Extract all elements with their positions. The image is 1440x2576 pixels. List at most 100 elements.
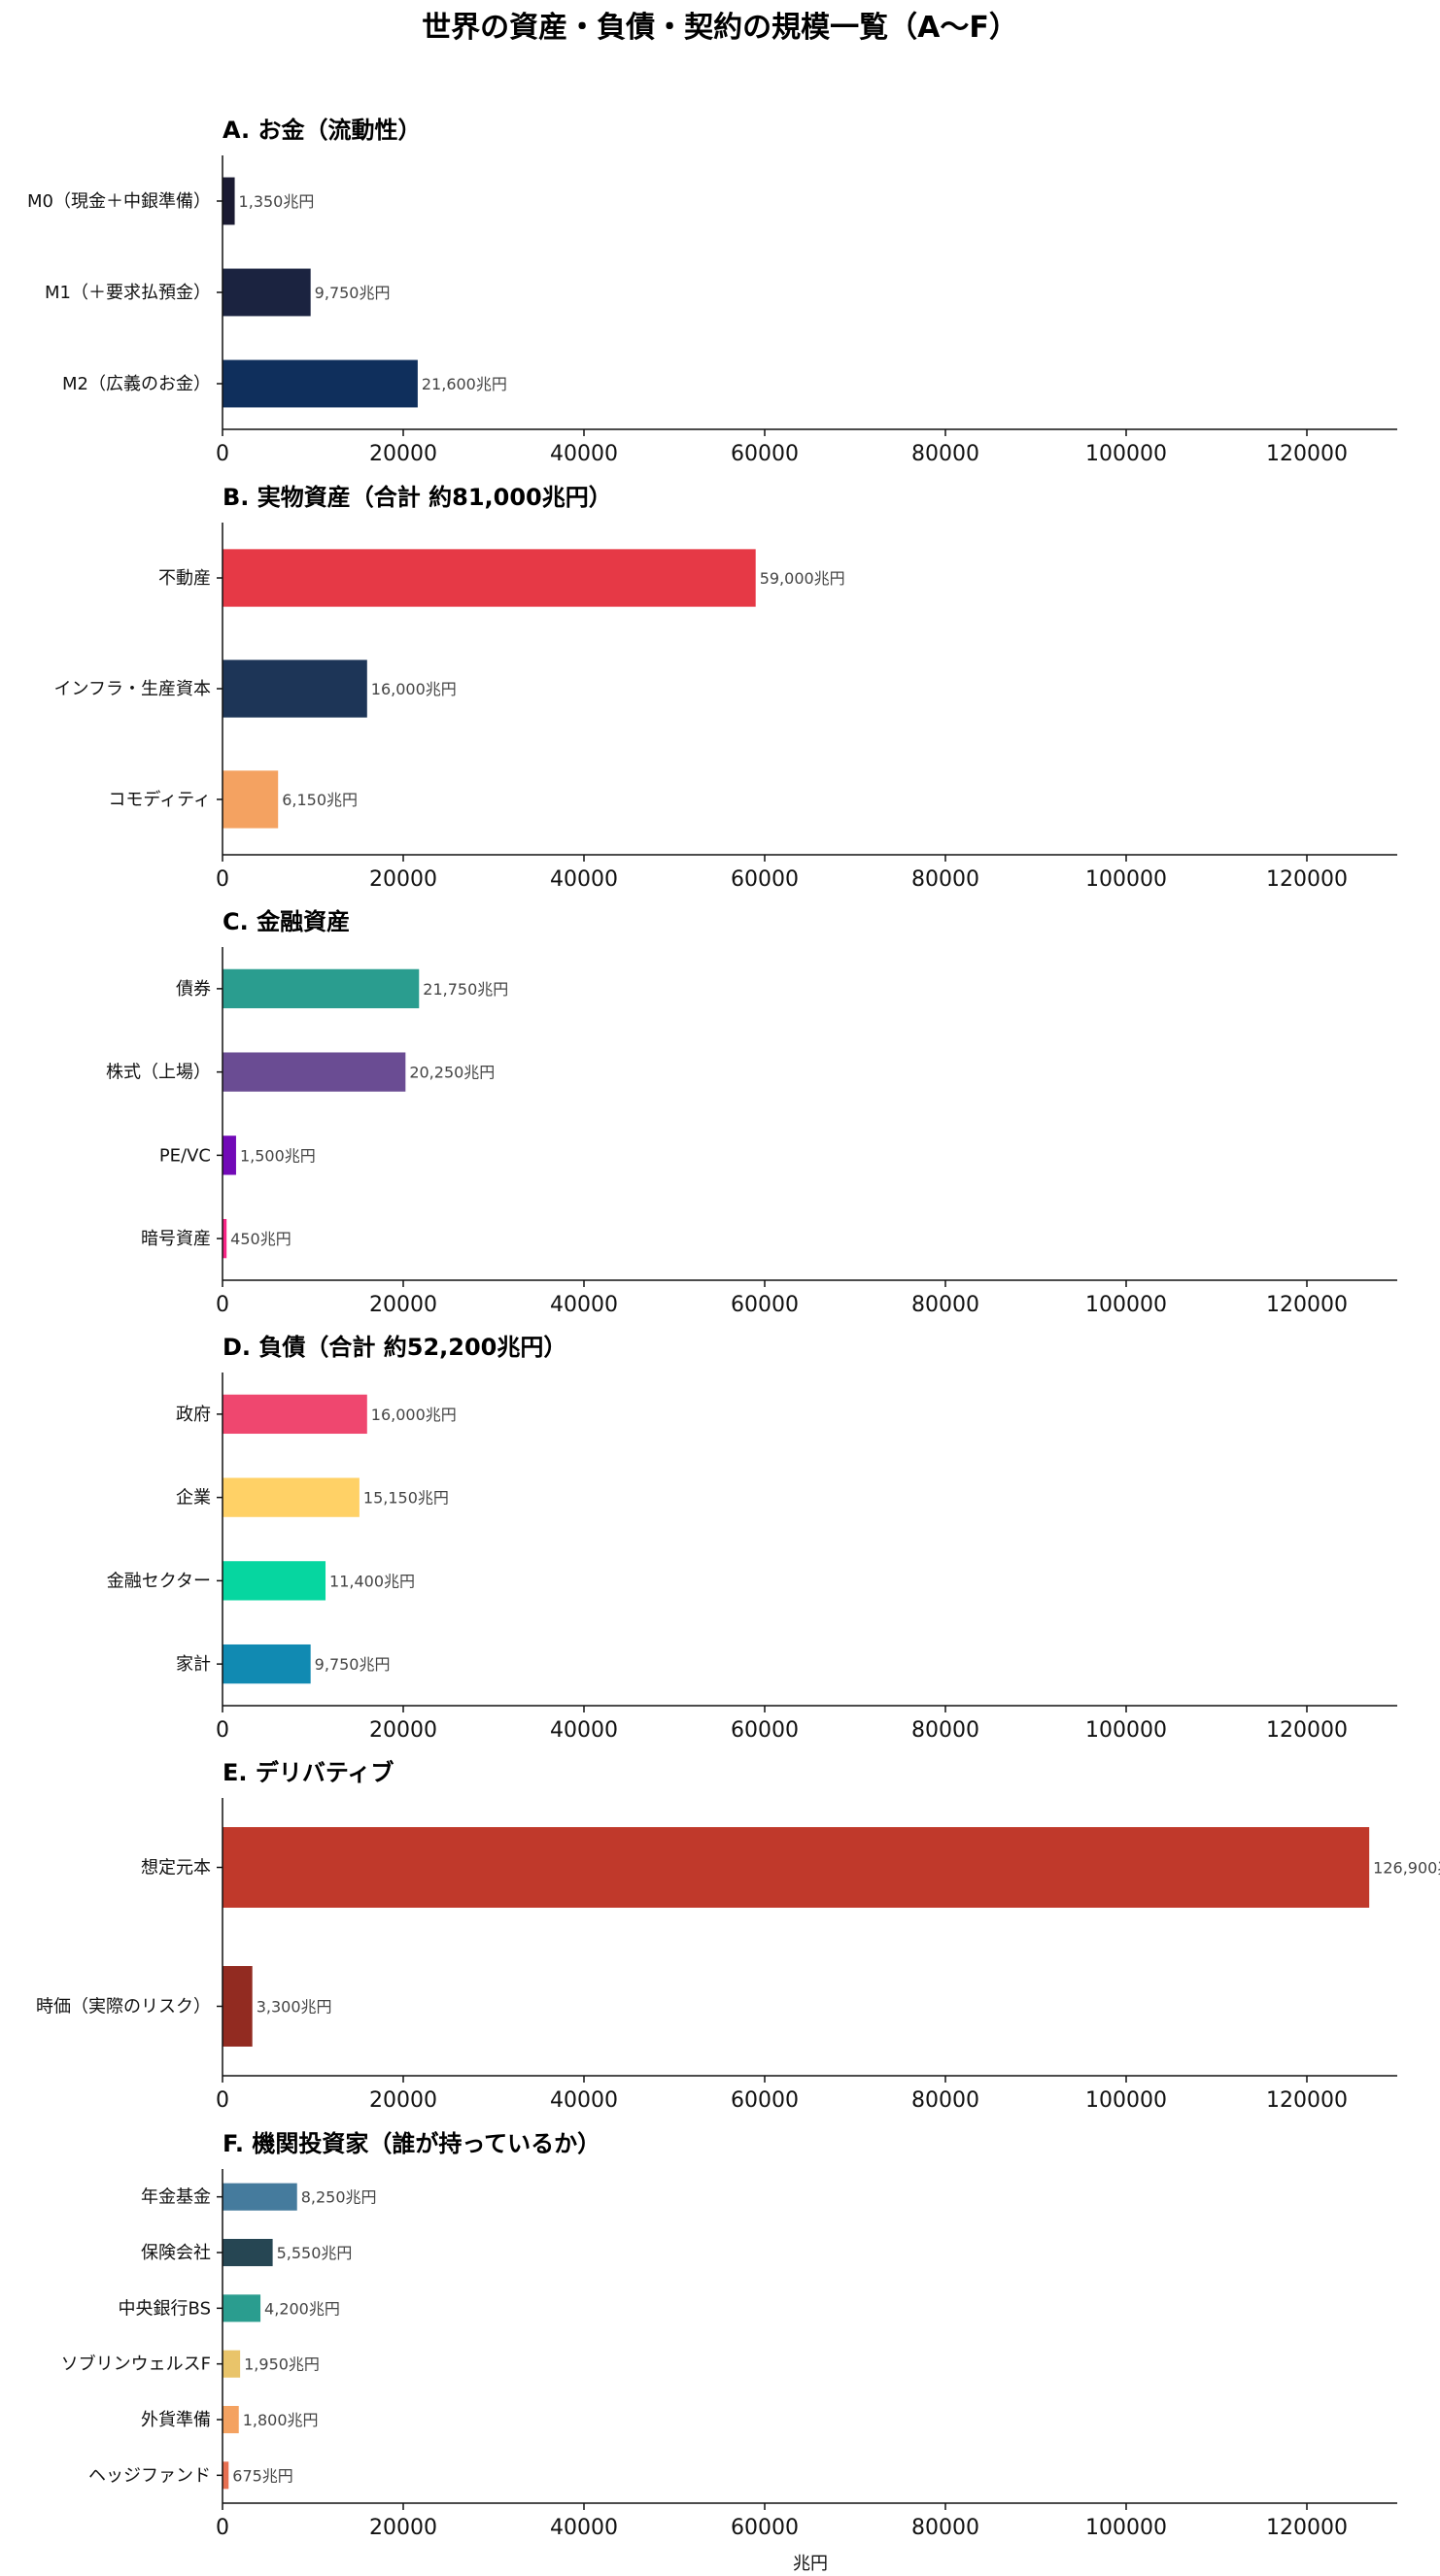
bar — [223, 549, 756, 607]
value-label: 1,950兆円 — [244, 2356, 320, 2374]
chart-main-title: 世界の資産・負債・契約の規模一覧（A〜F） — [422, 11, 1018, 45]
category-label: M2（広義のお金） — [62, 374, 211, 394]
x-tick-label: 80000 — [911, 1718, 979, 1743]
x-tick-label: 100000 — [1085, 1718, 1167, 1743]
category-label: 年金基金 — [141, 2187, 211, 2208]
bar — [223, 1827, 1370, 1908]
x-tick-label: 60000 — [731, 1718, 799, 1743]
x-tick-label: 0 — [216, 442, 229, 466]
category-label: 保険会社 — [141, 2243, 211, 2263]
x-tick-label: 100000 — [1085, 2516, 1167, 2540]
value-label: 21,600兆円 — [422, 375, 507, 393]
value-label: 59,000兆円 — [760, 569, 845, 588]
panel-title: C. 金融資産 — [223, 908, 350, 935]
x-tick-label: 60000 — [731, 2516, 799, 2540]
value-label: 15,150兆円 — [363, 1489, 449, 1508]
value-label: 11,400兆円 — [329, 1572, 415, 1590]
x-tick-label: 40000 — [550, 1293, 618, 1317]
bar — [223, 1966, 253, 2047]
value-label: 5,550兆円 — [277, 2244, 353, 2262]
x-tick-label: 0 — [216, 1718, 229, 1743]
x-tick-label: 0 — [216, 1293, 229, 1317]
x-tick-label: 120000 — [1266, 1293, 1348, 1317]
x-tick-label: 40000 — [550, 2516, 618, 2540]
category-label: ヘッジファンド — [88, 2465, 211, 2486]
category-label: 政府 — [176, 1405, 211, 1425]
value-label: 3,300兆円 — [257, 1998, 332, 2017]
bar — [223, 2183, 297, 2211]
panel-b: B. 実物資産（合計 約81,000兆円） 不動産 59,000兆円インフラ・生産資… — [54, 484, 1397, 892]
category-label: M1（＋要求払預金） — [45, 283, 211, 303]
value-label: 675兆円 — [232, 2466, 293, 2485]
panel-a: A. お金（流動性） M0（現金＋中銀準備） 1,350兆円 M1（＋要求払預金） 9,… — [27, 117, 1397, 466]
x-tick-label: 80000 — [911, 442, 979, 466]
x-tick-label: 0 — [216, 2516, 229, 2540]
bar — [223, 177, 235, 225]
value-label: 126,900兆円 — [1373, 1859, 1440, 1878]
value-label: 1,500兆円 — [240, 1146, 316, 1165]
x-tick-label: 80000 — [911, 867, 979, 892]
category-label: コモディティ — [108, 790, 211, 810]
value-label: 16,000兆円 — [371, 1406, 457, 1424]
bar — [223, 2405, 239, 2434]
x-tick-label: 80000 — [911, 2516, 979, 2540]
category-label: 中央銀行BS — [119, 2298, 211, 2319]
x-tick-label: 120000 — [1266, 867, 1348, 892]
category-label: 債券 — [176, 979, 211, 1000]
bar — [223, 660, 367, 718]
chart-panels: A. お金（流動性） M0（現金＋中銀準備） 1,350兆円 M1（＋要求払預金） 9,… — [27, 117, 1440, 2540]
bar — [223, 2294, 261, 2322]
x-tick-label: 120000 — [1266, 2088, 1348, 2113]
category-label: 企業 — [176, 1488, 211, 1508]
bar — [223, 2461, 229, 2490]
x-tick-label: 20000 — [369, 2088, 437, 2113]
value-label: 450兆円 — [230, 1230, 291, 1248]
bar — [223, 2350, 241, 2378]
value-label: 4,200兆円 — [264, 2299, 340, 2318]
value-label: 1,800兆円 — [243, 2411, 319, 2429]
x-tick-label: 20000 — [369, 442, 437, 466]
bar — [223, 1644, 311, 1684]
x-tick-label: 20000 — [369, 1293, 437, 1317]
value-label: 21,750兆円 — [423, 980, 508, 999]
value-label: 16,000兆円 — [371, 680, 457, 698]
panel-title: F. 機関投資家（誰が持っているか） — [223, 2130, 600, 2157]
x-tick-label: 120000 — [1266, 2516, 1348, 2540]
bar — [223, 770, 279, 829]
value-label: 9,750兆円 — [315, 284, 391, 302]
panel-title: B. 実物資産（合計 約81,000兆円） — [223, 484, 612, 511]
x-tick-label: 80000 — [911, 1293, 979, 1317]
category-label: 家計 — [176, 1654, 211, 1675]
category-label: 時価（実際のリスク） — [36, 1997, 211, 2017]
category-label: ソブリンウェルスF — [61, 2354, 211, 2375]
value-label: 20,250兆円 — [409, 1064, 495, 1082]
x-tick-label: 40000 — [550, 1718, 618, 1743]
panel-title: D. 負債（合計 約52,200兆円） — [223, 1334, 566, 1361]
category-label: PE/VC — [159, 1145, 211, 1166]
bar — [223, 968, 420, 1009]
x-tick-label: 60000 — [731, 867, 799, 892]
x-tick-label: 20000 — [369, 1718, 437, 1743]
value-label: 6,150兆円 — [282, 791, 358, 809]
category-label: M0（現金＋中銀準備） — [27, 191, 211, 212]
x-tick-label: 100000 — [1085, 867, 1167, 892]
value-label: 1,350兆円 — [239, 192, 315, 211]
category-label: 外貨準備 — [141, 2410, 211, 2430]
x-tick-label: 60000 — [731, 1293, 799, 1317]
category-label: 想定元本 — [141, 1858, 211, 1879]
x-tick-label: 40000 — [550, 442, 618, 466]
x-tick-label: 60000 — [731, 442, 799, 466]
category-label: 株式（上場） — [106, 1063, 211, 1083]
value-label: 9,750兆円 — [315, 1655, 391, 1674]
x-tick-label: 40000 — [550, 867, 618, 892]
bar — [223, 1135, 236, 1175]
panel-title: A. お金（流動性） — [223, 117, 422, 144]
x-tick-label: 100000 — [1085, 442, 1167, 466]
category-label: 不動産 — [158, 568, 211, 589]
x-tick-label: 100000 — [1085, 2088, 1167, 2113]
bar — [223, 1394, 367, 1435]
category-label: 暗号資産 — [141, 1229, 211, 1249]
bar — [223, 1218, 227, 1259]
